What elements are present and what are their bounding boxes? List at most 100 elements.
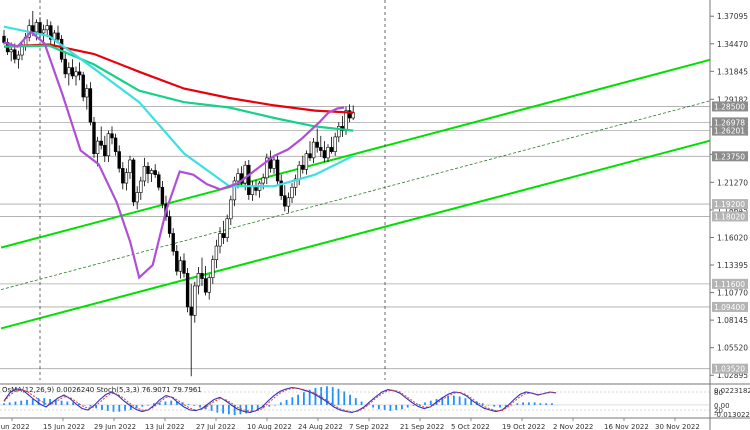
candle-body <box>250 185 255 195</box>
time-label: 2 Nov 2022 <box>553 423 593 430</box>
candle-body <box>34 22 39 33</box>
osma-bar <box>141 404 144 407</box>
level-label: 1.09400 <box>714 303 745 312</box>
osma-bar <box>31 399 34 405</box>
oscillator-label: OsMA(12,26,9) 0.0026240 Stoch(5,3,3) 76.… <box>2 386 202 394</box>
osma-bar <box>256 404 259 411</box>
osma-bar <box>135 404 138 409</box>
candle-body <box>189 306 193 316</box>
osma-bar <box>452 395 455 405</box>
candle-body <box>236 173 240 182</box>
osma-bar <box>522 402 524 405</box>
osma-bar <box>516 403 519 405</box>
candle-body <box>70 67 75 77</box>
price-tick-label: 1.21270 <box>717 178 748 187</box>
candle-body <box>45 25 49 31</box>
osma-bar <box>147 404 150 406</box>
osma-bar <box>539 403 542 405</box>
osma-bar <box>429 400 432 405</box>
candle-body <box>41 29 46 34</box>
time-label: 27 Jul 2022 <box>196 423 236 430</box>
candle-body <box>243 164 247 184</box>
osma-bar <box>49 399 51 405</box>
moving-average-line <box>3 25 354 188</box>
candle-body <box>167 216 172 234</box>
moving-average-line <box>3 30 345 280</box>
osma-bar <box>8 402 11 405</box>
candle-body <box>319 147 323 151</box>
level-label-box <box>712 199 748 210</box>
level-label-box <box>712 363 748 374</box>
candle-body <box>124 172 129 184</box>
osma-bar <box>170 400 173 405</box>
osma-bar <box>545 403 548 405</box>
osma-bar <box>331 387 334 405</box>
osma-bar <box>285 399 288 405</box>
candle-body <box>326 147 330 159</box>
candle-body <box>218 233 222 247</box>
candle-body <box>149 170 154 174</box>
candle-body <box>337 126 341 138</box>
osma-bar <box>60 400 63 405</box>
candle-body <box>103 144 107 157</box>
candle-body <box>293 178 298 188</box>
osma-bar <box>251 404 253 412</box>
candle-body <box>128 159 132 173</box>
price-tick-label: 1.37095 <box>717 12 748 21</box>
candle-body <box>67 67 71 75</box>
candle-body <box>247 164 251 195</box>
candle-body <box>207 277 211 293</box>
candle-body <box>9 49 13 53</box>
osma-bar <box>26 399 28 405</box>
osma-bar <box>245 404 248 414</box>
osma-bar <box>262 404 265 409</box>
candles <box>2 10 355 377</box>
candle-body <box>196 273 201 287</box>
osma-bar <box>239 404 242 415</box>
osma-bar <box>66 401 69 405</box>
osma-bar <box>406 404 409 408</box>
price-tick-label: 1.08145 <box>717 316 748 325</box>
price-tick-label: 1.02895 <box>717 371 748 380</box>
candle-body <box>81 74 85 98</box>
oscillator-scale-label: 0.00 <box>714 402 730 410</box>
oscillator-scale-label: 0.0223182 <box>714 387 750 395</box>
candle-body <box>175 251 179 272</box>
osma-bar <box>112 404 115 412</box>
candle-body <box>142 165 147 182</box>
osma-bar <box>314 387 317 405</box>
osma-bar <box>527 402 530 405</box>
candle-body <box>157 174 161 188</box>
price-tick-label: 1.16020 <box>717 233 748 242</box>
candle-body <box>203 278 208 293</box>
channel-line <box>0 100 711 291</box>
oscillator-scale-label: 80 <box>714 389 723 397</box>
candle-body <box>214 245 219 261</box>
osma-bar <box>222 404 225 414</box>
channel-line <box>0 139 711 330</box>
price-tick-label: 1.13395 <box>717 261 748 270</box>
osma-bar <box>210 404 213 411</box>
candle-body <box>211 259 215 278</box>
osma-bar <box>493 404 496 407</box>
osma-bar <box>510 404 513 406</box>
price-axis: 1.370951.344701.318451.291821.265571.239… <box>709 0 748 430</box>
candle-body <box>110 133 114 139</box>
candle-body <box>146 165 150 174</box>
osma-bar <box>441 397 444 405</box>
osma-bar <box>401 404 403 410</box>
level-label-box <box>712 278 748 289</box>
candle-body <box>20 46 24 56</box>
candle-body <box>279 180 283 196</box>
level-label-box <box>712 301 748 312</box>
time-label: 19 Oct 2022 <box>502 423 545 430</box>
osma-bar <box>504 404 507 407</box>
time-label: 16 Nov 2022 <box>604 423 649 430</box>
time-label: 21 Sep 2022 <box>400 423 444 430</box>
time-label: 7 Sep 2022 <box>349 423 389 430</box>
price-tick-label: 1.29182 <box>717 95 748 104</box>
candle-body <box>344 110 348 131</box>
moving-average-line <box>3 44 354 132</box>
osma-bar <box>227 404 230 415</box>
candle-body <box>49 25 53 40</box>
